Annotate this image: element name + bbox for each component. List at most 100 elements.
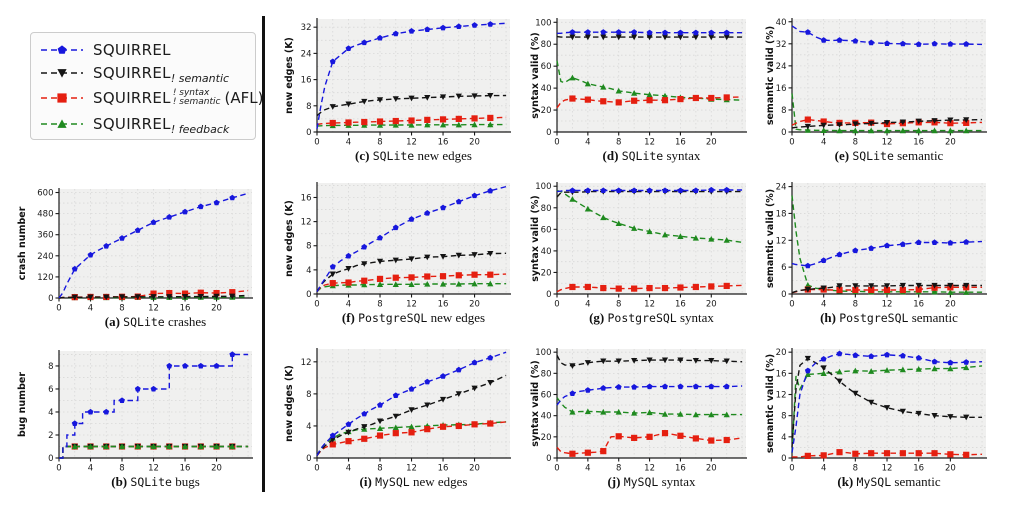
svg-text:80: 80 [541,40,552,50]
svg-text:16: 16 [301,193,312,203]
caption-dbms-name: SQLite [123,315,165,329]
caption-index: (b) [111,474,128,489]
svg-text:20: 20 [706,464,717,474]
svg-text:8: 8 [616,464,621,474]
svg-text:12: 12 [406,464,417,474]
svg-text:8: 8 [781,412,786,422]
chart-postgresql-semantic: 0 6 12 18 24 0 4 8 12 16 20 semantic valid (%) (h) P… [764,178,992,328]
svg-text:2: 2 [48,431,53,441]
svg-text:4: 4 [585,138,590,148]
plot-f: 0 4 8 12 16 0 4 8 12 16 20 new edges (K) [284,182,511,310]
caption-metric: new edges [430,310,486,325]
chart-sqlite-new-edges: 0 8 16 24 32 0 4 8 12 16 20 new edges (K) (c) SQLite… [283,14,516,166]
svg-text:40: 40 [776,18,787,28]
legend-label-no-feedback: SQUIRREL ! feedback [93,115,229,136]
svg-text:16: 16 [913,300,924,310]
svg-text:0: 0 [546,128,551,138]
svg-text:8: 8 [48,362,53,372]
svg-text:0: 0 [789,464,794,474]
svg-text:480: 480 [37,210,53,220]
svg-text:20: 20 [945,138,956,148]
chart-caption: (g) PostgreSQL syntax [551,310,752,326]
svg-text:4: 4 [585,300,590,310]
caption-metric: bugs [175,474,200,489]
svg-text:40: 40 [541,84,552,94]
caption-metric: semantic [897,148,944,163]
svg-text:12: 12 [882,300,893,310]
chart-caption: (e) SQLite semantic [786,148,992,164]
svg-text:12: 12 [644,464,655,474]
svg-text:12: 12 [406,138,417,148]
svg-text:semantic valid (%): semantic valid (%) [765,189,776,288]
svg-text:8: 8 [853,464,858,474]
svg-text:20: 20 [211,464,222,474]
caption-index: (d) [602,148,619,163]
svg-text:16: 16 [675,300,686,310]
svg-text:16: 16 [180,304,191,314]
caption-index: (c) [355,148,370,163]
divider-line [262,16,265,492]
svg-text:12: 12 [301,218,312,228]
svg-text:0: 0 [306,454,311,464]
legend-label-no-semantic: SQUIRREL ! semantic [93,63,229,85]
legend-item-squirrel-no-semantic: SQUIRREL ! semantic [39,62,247,85]
caption-index: (i) [359,474,372,489]
caption-dbms-name: SQLite [621,149,664,163]
caption-metric: semantic [911,310,958,325]
svg-text:40: 40 [541,412,552,422]
caption-dbms-name: SQLite [130,475,172,489]
svg-text:60: 60 [541,225,552,235]
caption-dbms-name: MySQL [856,475,892,489]
svg-text:0: 0 [781,128,786,138]
svg-text:16: 16 [675,464,686,474]
no-feedback-line-marker-icon [41,119,83,128]
svg-text:100: 100 [535,18,551,28]
legend-text: SQUIRREL [93,63,171,82]
svg-text:4: 4 [821,300,826,310]
svg-text:16: 16 [438,138,449,148]
svg-text:12: 12 [301,358,312,368]
afl-line-marker-icon [41,93,83,103]
svg-text:0: 0 [781,454,786,464]
svg-text:80: 80 [541,204,552,214]
svg-text:0: 0 [546,290,551,300]
caption-metric: syntax [661,474,696,489]
svg-text:12: 12 [882,138,893,148]
caption-index: (j) [607,474,621,489]
svg-text:16: 16 [776,84,787,94]
caption-dbms-name: MySQL [623,475,659,489]
chart-caption: (c) SQLite new edges [311,148,516,164]
chart-mysql-new-edges: 0 4 8 12 0 4 8 12 16 20 new edges (K) (i) MySQL new… [283,344,516,492]
chart-sqlite-semantic: 0 8 16 24 32 40 0 4 8 12 16 20 semantic valid (%) (e)… [764,14,992,166]
svg-text:4: 4 [88,304,93,314]
chart-sqlite-syntax: 0 20 40 60 80 100 0 4 8 12 16 20 syntax valid (%) (d)… [529,14,752,166]
svg-text:8: 8 [853,300,858,310]
svg-text:80: 80 [541,369,552,379]
svg-text:8: 8 [377,464,382,474]
legend-label-afl: SQUIRREL ! syntax ! semantic (AFL) [93,87,264,108]
svg-text:16: 16 [776,369,787,379]
svg-text:new edges (K): new edges (K) [284,37,295,114]
svg-text:8: 8 [306,242,311,252]
svg-text:0: 0 [306,290,311,300]
legend-subscript-top: ! syntax [172,87,210,98]
svg-text:8: 8 [377,138,382,148]
legend-item-squirrel-no-feedback: SQUIRREL ! feedback [39,112,247,136]
svg-text:0: 0 [56,304,61,314]
svg-text:8: 8 [377,300,382,310]
caption-index: (f) [341,310,355,325]
plot-a: 0 120 240 360 480 600 0 4 8 12 16 20 crash number [17,188,253,314]
caption-index: (g) [589,310,605,325]
svg-text:6: 6 [781,263,786,273]
caption-metric: syntax [666,148,701,163]
chart-caption: (h) PostgreSQL semantic [786,310,992,326]
svg-text:16: 16 [913,464,924,474]
caption-dbms-name: SQLite [372,149,415,163]
svg-text:0: 0 [314,464,319,474]
svg-text:4: 4 [346,138,351,148]
svg-text:20: 20 [469,138,480,148]
legend-item-afl: SQUIRREL ! syntax ! semantic (AFL) [39,84,263,112]
legend-suffix: (AFL) [224,89,264,108]
